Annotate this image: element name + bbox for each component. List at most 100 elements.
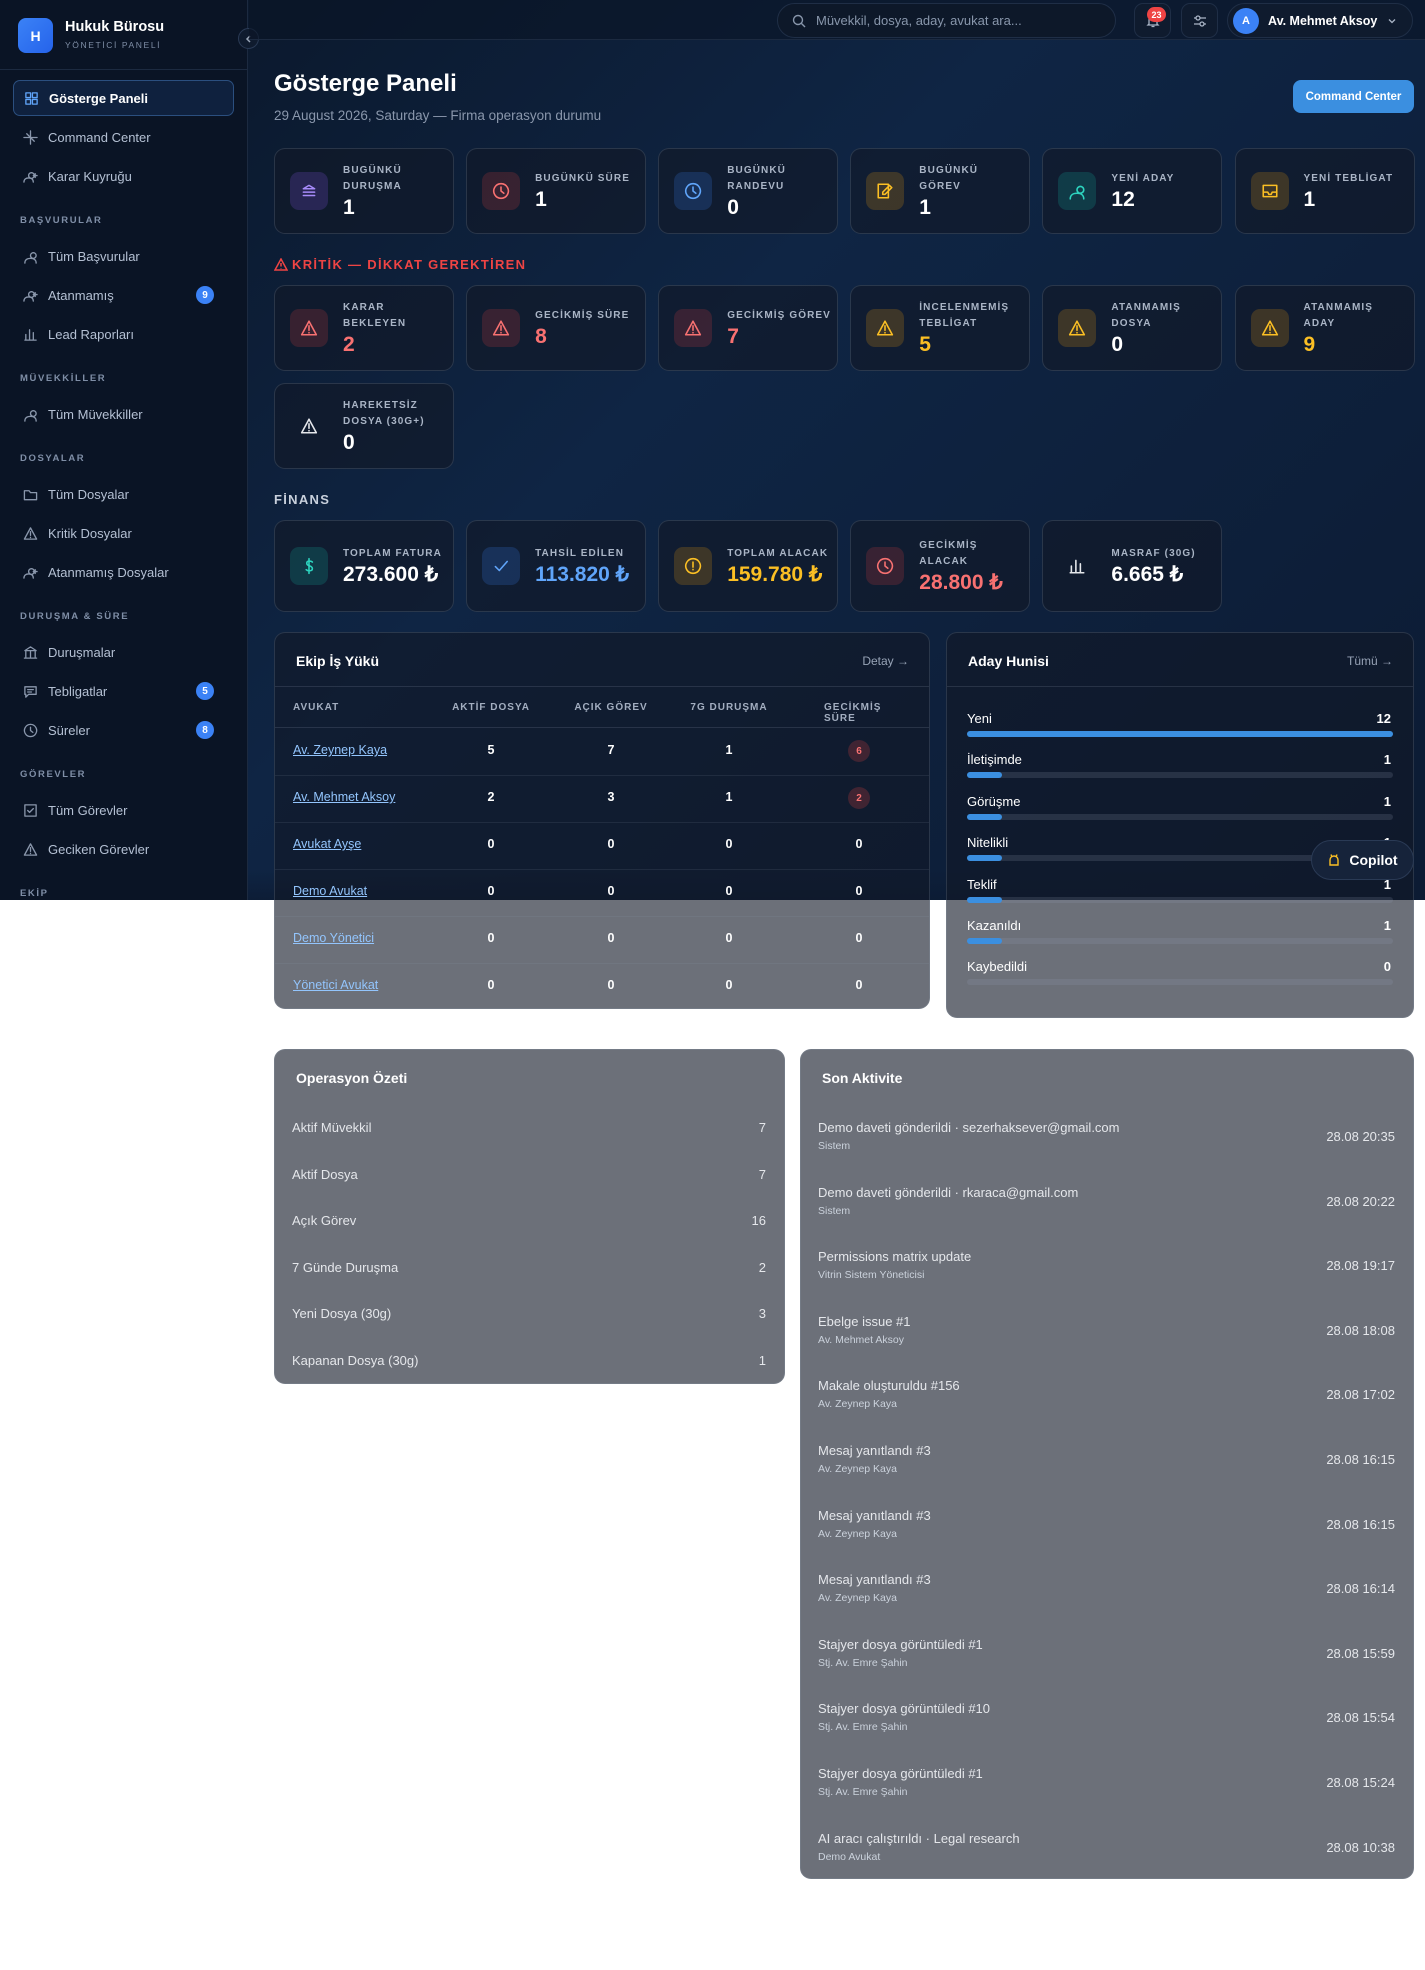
command-center-button[interactable]: Command Center (1293, 80, 1414, 113)
stat-card: TOPLAM FATURA 273.600 ₺ (274, 520, 454, 612)
icon (274, 258, 288, 271)
activity-user: Stj. Av. Emre Şahin (818, 1721, 908, 1734)
divider (947, 686, 1413, 687)
stage-label: Kazanıldı (967, 918, 1022, 933)
stage-label: Kaybedildi (967, 959, 1027, 975)
icon (245, 34, 251, 43)
lawyer-link[interactable]: Demo Yönetici (293, 931, 375, 945)
nav-item[interactable]: Geciken Görevler (13, 831, 234, 867)
activity-time: 28.08 15:59 (1326, 1645, 1395, 1661)
stage-track (967, 731, 1393, 737)
stage-label: Görüşme (967, 793, 1021, 809)
copilot-button[interactable]: Copilot (1311, 840, 1414, 880)
stat-card: BUGÜNKÜ DURUŞMA 1 (274, 148, 454, 234)
panel-link[interactable]: Detay → (862, 654, 909, 668)
stat-label: TAHSİL EDİLEN (535, 548, 625, 559)
nav-label: Süreler (48, 722, 90, 738)
icon (685, 320, 702, 336)
sidebar: H Hukuk Bürosu YÖNETİCİ PANELİ Gösterge … (0, 0, 248, 900)
nav-item[interactable]: Atanmamış Dosyalar (13, 554, 234, 590)
icon (23, 567, 38, 579)
notifications-button[interactable]: 23 (1134, 3, 1171, 38)
activity-title: Mesaj yanıtlandı #3 (818, 1572, 931, 1588)
nav-item[interactable]: Atanmamış 9 (13, 277, 234, 313)
panel-title: Aday Hunisi (968, 653, 1049, 669)
nav-label: Tüm Müvekkiller (48, 406, 143, 422)
stat-label: TOPLAM ALACAK (727, 548, 829, 559)
nav-badge: 8 (196, 721, 214, 739)
cell: 0 (487, 978, 495, 992)
nav-item[interactable]: Karar Kuyruğu (13, 158, 234, 194)
summary-value: 7 (758, 1120, 766, 1135)
cell: 6 (848, 740, 870, 762)
activity-time: 28.08 10:38 (1326, 1839, 1395, 1855)
nav-label: Atanmamış (48, 287, 114, 303)
lawyer-link[interactable]: Yönetici Avukat (293, 978, 379, 992)
stat-label: BUGÜNKÜ GÖREV (919, 165, 979, 192)
nav-item[interactable]: Tüm Görevler (13, 792, 234, 828)
stat-label: GECİKMİŞ SÜRE (535, 310, 630, 321)
activity-title: Demo daveti gönderildi · rkaraca@gmail.c… (818, 1184, 1079, 1200)
settings-button[interactable] (1181, 3, 1218, 38)
stat-label: YENİ ADAY (1111, 173, 1175, 184)
copilot-label: Copilot (1349, 852, 1398, 868)
stat-value: 2 (343, 333, 355, 356)
panel-link[interactable]: Tümü → (1346, 654, 1393, 668)
stat-icon (1250, 309, 1289, 347)
cell: 0 (487, 837, 495, 851)
stat-card: ATANMAMIŞ ADAY 9 (1234, 285, 1415, 371)
nav-item[interactable]: Kritik Dosyalar (13, 515, 234, 551)
nav-label: Lead Raporları (48, 326, 134, 342)
stat-icon (290, 309, 328, 347)
nav-label: Karar Kuyruğu (48, 168, 132, 184)
stage-bar (967, 772, 1003, 779)
icon (23, 645, 38, 659)
avatar: A (1233, 7, 1259, 34)
nav-label: Tüm Görevler (48, 802, 128, 818)
lawyer-link[interactable]: Av. Zeynep Kaya (293, 743, 388, 757)
nav-item[interactable]: Tüm Müvekkiller (13, 396, 234, 432)
nav-item[interactable]: Tebligatlar 5 (13, 673, 234, 709)
summary-value: 16 (751, 1213, 766, 1228)
nav-item[interactable]: Süreler 8 (13, 712, 234, 748)
stage-bar (967, 896, 1003, 903)
user-menu[interactable]: A Av. Mehmet Aksoy (1227, 3, 1413, 38)
cell: 2 (487, 790, 495, 804)
cell: 0 (855, 978, 863, 992)
cell: 0 (725, 884, 733, 898)
activity-time: 28.08 20:35 (1326, 1129, 1395, 1144)
nav-item[interactable]: Tüm Başvurular (13, 238, 234, 274)
icon (23, 723, 38, 737)
lawyer-link[interactable]: Av. Mehmet Aksoy (293, 790, 396, 804)
stat-icon (290, 547, 328, 585)
stat-icon (866, 309, 905, 347)
nav-label: Kritik Dosyalar (48, 525, 132, 541)
stage-value: 12 (1376, 711, 1391, 726)
summary-value: 7 (758, 1166, 766, 1182)
stat-text: GECİKMİŞ GÖREV 7 (727, 308, 831, 348)
divider (275, 686, 929, 687)
icon (1069, 559, 1085, 574)
stat-icon (866, 172, 905, 210)
lawyer-link[interactable]: Demo Avukat (293, 884, 368, 898)
nav-item[interactable]: Tüm Dosyalar (13, 476, 234, 512)
activity-title: Ebelge issue #1 (818, 1313, 911, 1329)
nav-item[interactable]: Duruşmalar (13, 634, 234, 670)
column-header: AKTİF DOSYA (452, 702, 530, 713)
nav-badge: 9 (196, 286, 214, 304)
nav-label: Gösterge Paneli (49, 90, 148, 106)
summary-label: Açık Görev (292, 1213, 357, 1228)
activity-title: AI aracı çalıştırıldı · Legal research (818, 1830, 1020, 1846)
stat-icon (290, 407, 328, 445)
search-box[interactable]: Müvekkil, dosya, aday, avukat ara... (777, 3, 1116, 38)
stat-card: BUGÜNKÜ GÖREV 1 (850, 148, 1031, 234)
lawyer-link[interactable]: Avukat Ayşe (293, 837, 362, 851)
nav-item[interactable]: Lead Raporları (13, 316, 234, 352)
nav-item[interactable]: Command Center (13, 119, 234, 155)
stage-track (967, 979, 1393, 986)
search-placeholder: Müvekkil, dosya, aday, avukat ara... (816, 13, 1022, 28)
column-header: AVUKAT (293, 702, 340, 713)
nav-item[interactable]: Gösterge Paneli (13, 80, 234, 116)
activity-user: Av. Zeynep Kaya (818, 1592, 897, 1605)
cell: 0 (855, 931, 863, 945)
